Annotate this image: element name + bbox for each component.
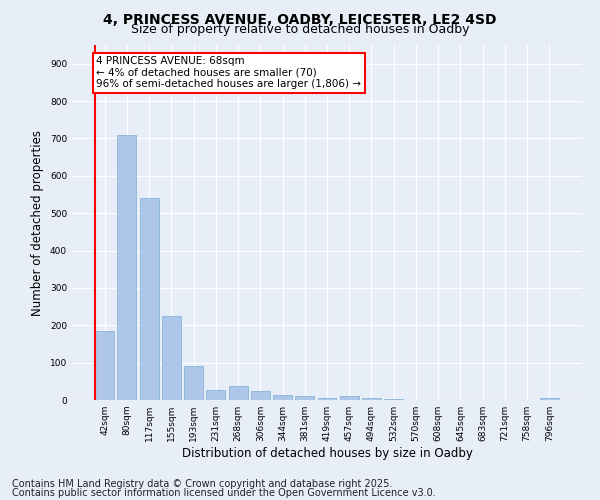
Y-axis label: Number of detached properties: Number of detached properties	[31, 130, 44, 316]
Bar	[251, 390, 270, 400]
Bar	[206, 390, 225, 400]
Text: 4 PRINCESS AVENUE: 68sqm
← 4% of detached houses are smaller (70)
96% of semi-de: 4 PRINCESS AVENUE: 68sqm ← 4% of detache…	[97, 56, 361, 90]
X-axis label: Distribution of detached houses by size in Oadby: Distribution of detached houses by size …	[182, 447, 472, 460]
Bar	[295, 396, 314, 400]
Text: 4, PRINCESS AVENUE, OADBY, LEICESTER, LE2 4SD: 4, PRINCESS AVENUE, OADBY, LEICESTER, LE…	[103, 12, 497, 26]
Bar	[118, 134, 136, 400]
Bar	[273, 395, 292, 400]
Text: Size of property relative to detached houses in Oadby: Size of property relative to detached ho…	[131, 22, 469, 36]
Bar	[317, 398, 337, 400]
Text: Contains public sector information licensed under the Open Government Licence v3: Contains public sector information licen…	[12, 488, 436, 498]
Bar	[540, 398, 559, 400]
Bar	[340, 396, 359, 400]
Text: Contains HM Land Registry data © Crown copyright and database right 2025.: Contains HM Land Registry data © Crown c…	[12, 479, 392, 489]
Bar	[362, 398, 381, 400]
Bar	[229, 386, 248, 400]
Bar	[140, 198, 158, 400]
Bar	[162, 316, 181, 400]
Bar	[184, 366, 203, 400]
Bar	[95, 331, 114, 400]
